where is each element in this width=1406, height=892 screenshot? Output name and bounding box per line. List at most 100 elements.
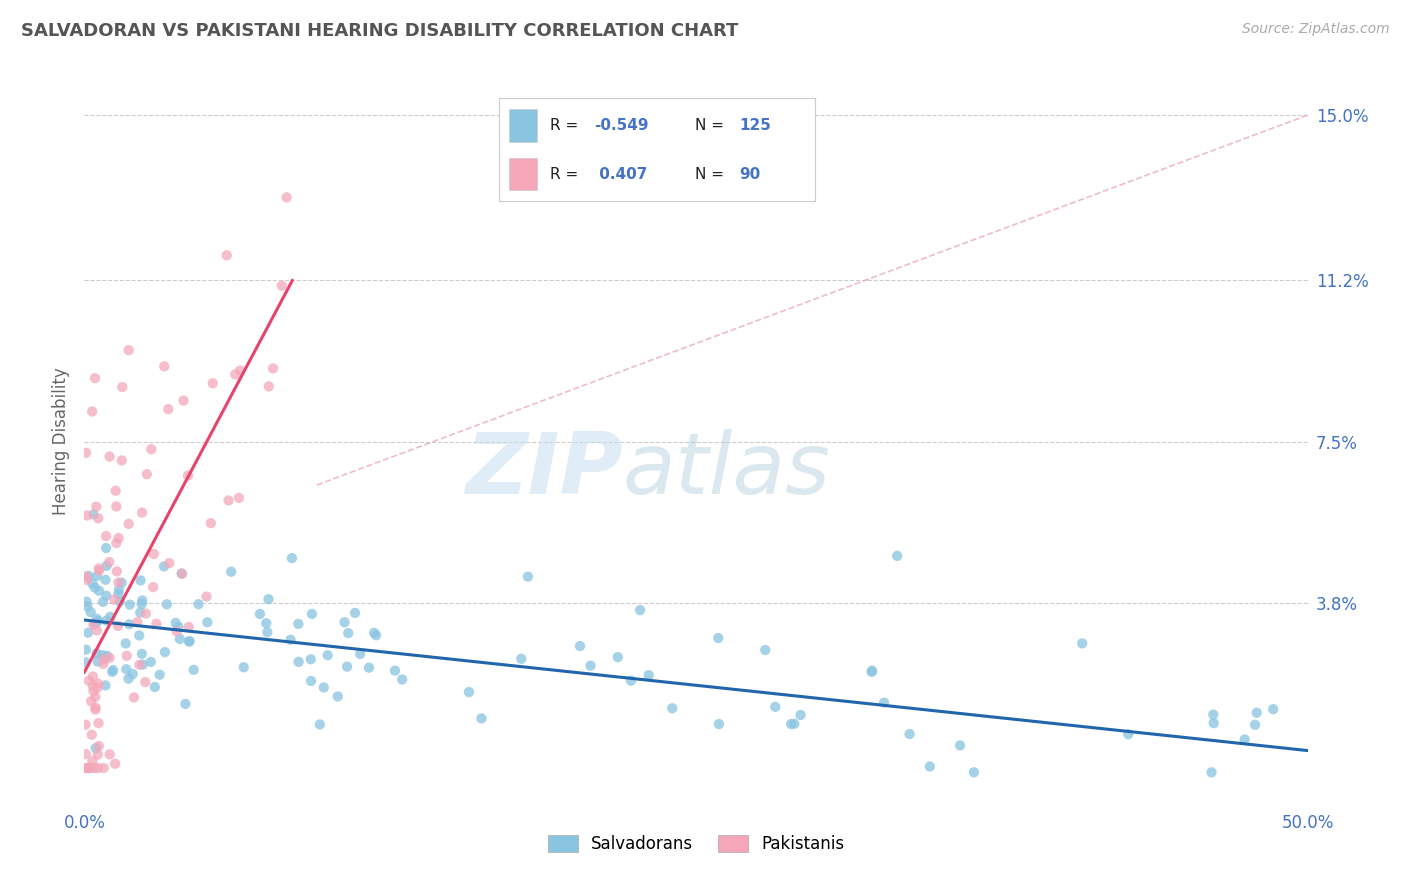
Point [91, 595, 114, 609]
Point [257, 592, 280, 607]
Point [105, 536, 128, 550]
Point [127, 615, 149, 629]
Point [94, 573, 117, 587]
Point [337, 626, 360, 640]
Point [336, 659, 359, 673]
Point [75, 717, 97, 731]
Point [1201, 765, 1223, 780]
Point [780, 717, 803, 731]
Point [763, 699, 786, 714]
Point [98, 609, 121, 624]
Point [1071, 636, 1094, 650]
Point [87, 739, 110, 753]
Point [569, 639, 592, 653]
Point [86, 612, 108, 626]
Point [111, 453, 134, 467]
Point [287, 616, 309, 631]
Point [232, 660, 254, 674]
Point [145, 616, 167, 631]
Point [76, 595, 98, 609]
Point [98, 651, 121, 665]
Point [165, 615, 187, 630]
Point [224, 368, 246, 382]
Point [364, 628, 387, 642]
Point [118, 343, 141, 358]
Point [131, 506, 153, 520]
Point [131, 647, 153, 661]
Point [384, 664, 406, 678]
Legend: Salvadorans, Pakistanis: Salvadorans, Pakistanis [541, 828, 851, 860]
Point [98, 450, 121, 464]
Text: N =: N = [695, 119, 730, 133]
Text: 125: 125 [740, 119, 772, 133]
Point [96, 614, 118, 628]
Point [107, 619, 129, 633]
Point [111, 380, 134, 394]
Point [333, 615, 356, 630]
Point [918, 759, 941, 773]
Point [143, 680, 166, 694]
Point [79, 605, 101, 619]
Point [789, 707, 811, 722]
Point [87, 677, 110, 691]
Point [173, 393, 195, 408]
Point [75, 642, 97, 657]
Point [963, 765, 986, 780]
Point [121, 667, 143, 681]
Point [301, 607, 323, 621]
Y-axis label: Hearing Disability: Hearing Disability [52, 368, 70, 516]
Point [80, 694, 103, 708]
Point [82, 404, 104, 418]
Point [118, 617, 141, 632]
Point [142, 547, 165, 561]
Point [128, 628, 150, 642]
Point [107, 587, 129, 601]
Point [860, 664, 883, 678]
Point [256, 625, 278, 640]
Point [179, 634, 201, 648]
Point [391, 673, 413, 687]
Point [177, 634, 200, 648]
Text: 90: 90 [740, 167, 761, 182]
Point [281, 551, 304, 566]
Point [83, 508, 105, 522]
Point [115, 648, 138, 663]
Point [949, 739, 972, 753]
Point [177, 468, 200, 483]
Point [349, 647, 371, 661]
Point [135, 467, 157, 482]
Point [86, 647, 108, 661]
Point [84, 702, 107, 716]
Point [219, 565, 242, 579]
Point [77, 761, 100, 775]
Point [87, 761, 110, 775]
Point [280, 632, 302, 647]
Point [131, 597, 153, 611]
Point [169, 632, 191, 646]
Point [86, 655, 108, 669]
Point [707, 717, 730, 731]
Point [149, 667, 172, 681]
Point [84, 371, 107, 385]
Point [606, 650, 628, 665]
Point [105, 500, 128, 514]
Point [898, 727, 921, 741]
Point [299, 652, 322, 666]
Point [101, 663, 124, 677]
Point [270, 278, 292, 293]
Point [886, 549, 908, 563]
Point [783, 716, 806, 731]
Point [77, 673, 100, 688]
Point [326, 690, 349, 704]
Point [579, 658, 602, 673]
Point [83, 581, 105, 595]
Text: SALVADORAN VS PAKISTANI HEARING DISABILITY CORRELATION CHART: SALVADORAN VS PAKISTANI HEARING DISABILI… [21, 22, 738, 40]
Point [96, 589, 118, 603]
Point [458, 685, 481, 699]
Point [343, 606, 366, 620]
Point [637, 668, 659, 682]
Point [299, 673, 322, 688]
Point [1233, 732, 1256, 747]
Point [128, 657, 150, 672]
Point [87, 511, 110, 525]
